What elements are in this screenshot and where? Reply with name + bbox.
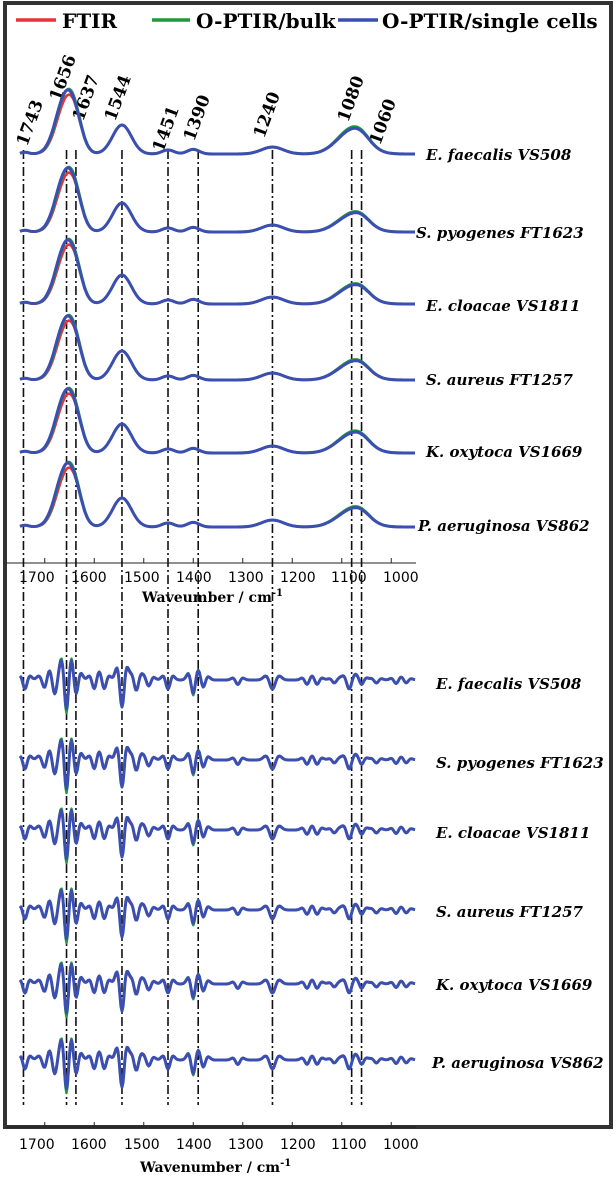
top-x-axis-label-main: Waveumber / cm	[141, 590, 272, 606]
species-label-bottom-6: P. aeruginosa VS862	[431, 1054, 604, 1072]
top-xtick-1100: 1100	[331, 570, 367, 586]
series-ftir-abs-6	[19, 466, 416, 529]
peak-label-1080: 1080	[334, 73, 369, 124]
species-label-top-1: E. faecalis VS508	[425, 146, 572, 164]
top-xtick-1400: 1400	[176, 570, 212, 586]
species-label-top-6: P. aeruginosa VS862	[417, 517, 590, 535]
series-ftir-abs-3	[19, 243, 416, 306]
peak-label-1451: 1451	[149, 103, 184, 154]
peak-lines	[22, 150, 363, 1105]
legend-label-bulk: O-PTIR/bulk	[196, 9, 337, 33]
legend-label-ftir: FTIR	[62, 9, 117, 33]
bottom-xtick-1400: 1400	[176, 1137, 212, 1153]
series-ftir-abs-4	[19, 319, 416, 382]
figure-frame	[3, 1, 613, 1129]
top-xtick-1000: 1000	[383, 570, 419, 586]
top-xtick-1300: 1300	[228, 570, 264, 586]
series-single-cells-deriv-1	[18, 659, 416, 711]
bottom-xtick-1200: 1200	[280, 1137, 316, 1153]
peak-label-1240: 1240	[250, 89, 285, 140]
species-labels-top: E. faecalis VS508 S. pyogenes FT1623 E. …	[416, 146, 590, 535]
series-single-cells-abs-2	[19, 166, 416, 234]
tick-marks	[44, 558, 392, 1127]
legend: FTIR O-PTIR/bulk O-PTIR/single cells	[16, 9, 598, 33]
species-label-top-4: S. aureus FT1257	[426, 371, 574, 389]
bottom-xtick-1700: 1700	[19, 1137, 55, 1153]
species-label-bottom-4: S. aureus FT1257	[436, 903, 584, 921]
species-label-top-3: E. cloacae VS1811	[425, 297, 580, 315]
bottom-xtick-1300: 1300	[228, 1137, 264, 1153]
species-labels-bottom: E. faecalis VS508 S. pyogenes FT1623 E. …	[431, 675, 604, 1072]
peak-labels: 1743 1656 1637 1544 1451 1390 1240 1080 …	[13, 52, 401, 154]
top-xtick-1200: 1200	[280, 570, 316, 586]
top-xtick-1500: 1500	[124, 570, 160, 586]
bottom-xtick-1500: 1500	[124, 1137, 160, 1153]
species-label-bottom-1: E. faecalis VS508	[435, 675, 582, 693]
species-label-bottom-5: K. oxytoca VS1669	[435, 976, 593, 994]
bottom-x-axis: 1700 1600 1500 1400 1300 1200 1100 1000 …	[6, 1126, 419, 1176]
species-label-top-2: S. pyogenes FT1623	[416, 224, 584, 242]
top-x-axis: 1700 1600 1500 1400 1300 1200 1100 1000 …	[6, 562, 419, 606]
bottom-x-axis-label-main: Wavenumber / cm	[139, 1160, 280, 1176]
bottom-x-axis-label: Wavenumber / cm-1	[139, 1158, 291, 1176]
top-xtick-1600: 1600	[71, 570, 107, 586]
top-xtick-1700: 1700	[19, 570, 55, 586]
peak-label-1544: 1544	[101, 72, 136, 123]
series-single-cells-deriv-4	[18, 889, 416, 941]
peak-label-1390: 1390	[180, 92, 215, 143]
series-single-cells-abs-5	[19, 387, 416, 455]
species-label-bottom-2: S. pyogenes FT1623	[436, 754, 604, 772]
species-label-bottom-3: E. cloacae VS1811	[435, 824, 590, 842]
bottom-xtick-1000: 1000	[383, 1137, 419, 1153]
spectra-top	[19, 87, 416, 529]
series-single-cells-deriv-6	[18, 1039, 416, 1091]
series-single-cells-abs-3	[19, 238, 416, 306]
series-ftir-abs-5	[19, 392, 416, 455]
series-single-cells-abs-1	[19, 88, 416, 156]
series-single-cells-deriv-3	[18, 809, 416, 861]
spectra-bottom	[18, 657, 416, 1095]
bottom-xtick-1100: 1100	[331, 1137, 367, 1153]
bottom-x-axis-label-sup: -1	[280, 1158, 291, 1169]
top-x-axis-label-sup: -1	[272, 588, 283, 599]
series-single-cells-deriv-2	[18, 739, 416, 791]
peak-label-1743: 1743	[13, 97, 48, 148]
species-label-top-5: K. oxytoca VS1669	[425, 443, 583, 461]
legend-label-single-cells: O-PTIR/single cells	[382, 9, 598, 33]
series-ftir-abs-2	[19, 171, 416, 234]
series-single-cells-abs-6	[19, 461, 416, 529]
series-single-cells-deriv-5	[18, 963, 416, 1015]
top-x-axis-label: Waveumber / cm-1	[141, 588, 283, 606]
series-single-cells-abs-4	[19, 314, 416, 382]
bottom-xtick-1600: 1600	[71, 1137, 107, 1153]
